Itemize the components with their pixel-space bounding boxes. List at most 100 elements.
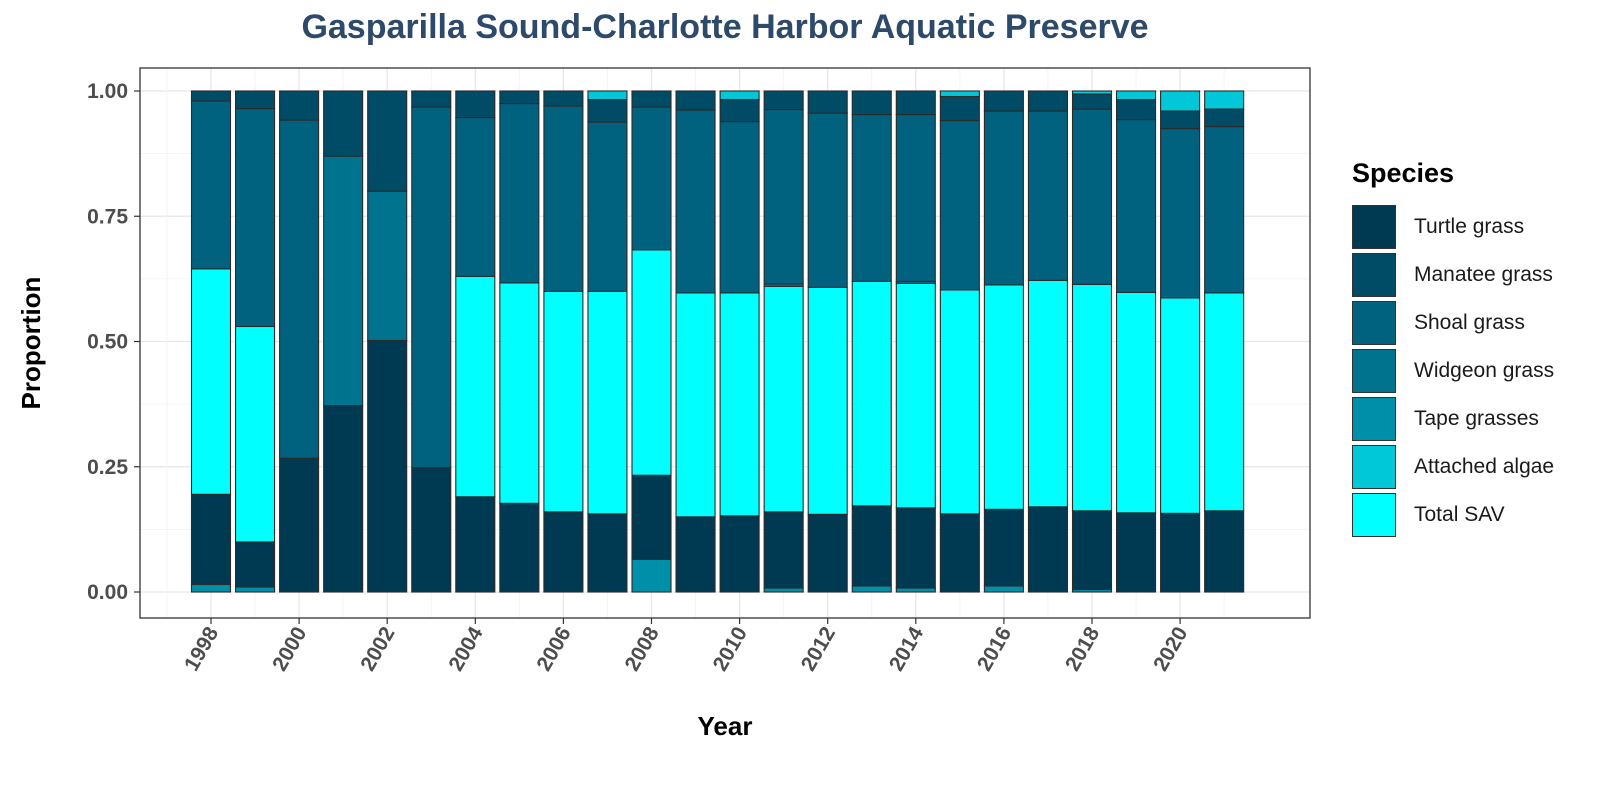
legend-key bbox=[1352, 397, 1396, 441]
legend-key bbox=[1352, 349, 1396, 393]
bar-segment-manatee-grass-2013 bbox=[851, 90, 892, 116]
x-tick-label: 2000 bbox=[268, 623, 311, 675]
bar-segment-shoal-grass-2012 bbox=[807, 112, 848, 288]
legend-item-tape-grasses: Tape grasses bbox=[1352, 395, 1554, 443]
bar-segment-total-sav-2021 bbox=[1204, 292, 1245, 512]
y-tick-label: 0.25 bbox=[87, 456, 128, 479]
legend-label: Turtle grass bbox=[1414, 215, 1525, 238]
x-tick-label: 2018 bbox=[1061, 623, 1104, 675]
bar-segment-shoal-grass-2019 bbox=[1116, 119, 1157, 293]
bar-segment-attached-algae-2015 bbox=[939, 90, 980, 98]
bar-segment-total-sav-2020 bbox=[1160, 297, 1201, 514]
plot-border bbox=[139, 67, 1311, 619]
bar-segment-manatee-grass-2018 bbox=[1071, 93, 1113, 110]
x-tick-label: 2020 bbox=[1149, 623, 1192, 675]
bar-segment-manatee-grass-2008 bbox=[631, 90, 672, 108]
legend-item-widgeon-grass: Widgeon grass bbox=[1352, 347, 1554, 395]
bar-segment-manatee-grass-2002 bbox=[367, 90, 408, 192]
legend-label: Widgeon grass bbox=[1414, 359, 1555, 382]
bar-segment-turtle-grass-2005 bbox=[499, 502, 540, 593]
bar-segment-tape-grasses-2011 bbox=[763, 587, 804, 593]
bar-segment-manatee-grass-2003 bbox=[411, 90, 452, 108]
bar-segment-manatee-grass-2005 bbox=[499, 90, 540, 105]
legend-label: Total SAV bbox=[1414, 503, 1505, 526]
bar-segment-shoal-grass-1998 bbox=[190, 100, 232, 270]
bar-segment-shoal-grass-2014 bbox=[895, 113, 936, 282]
bar-segment-turtle-grass-2021 bbox=[1204, 510, 1245, 593]
bar-segment-attached-algae-2019 bbox=[1116, 90, 1157, 101]
bar-segment-turtle-grass-2017 bbox=[1027, 506, 1068, 593]
bar-segment-tape-grasses-1999 bbox=[235, 586, 276, 593]
bar-segment-tape-grasses-2016 bbox=[983, 585, 1024, 593]
bar-segment-shoal-grass-2021 bbox=[1204, 126, 1245, 294]
bar-segment-total-sav-2009 bbox=[675, 292, 716, 518]
x-tick-label: 2006 bbox=[532, 623, 575, 675]
bar-segment-turtle-grass-2003 bbox=[411, 467, 452, 593]
bar-segment-tape-grasses-2014 bbox=[895, 587, 936, 593]
legend-item-total-sav: Total SAV bbox=[1352, 491, 1554, 539]
y-axis-title: Proportion bbox=[16, 277, 46, 410]
legend-key bbox=[1352, 205, 1396, 249]
bar-segment-manatee-grass-2012 bbox=[807, 90, 848, 114]
x-tick-label: 2002 bbox=[356, 623, 399, 675]
bar-segment-turtle-grass-2014 bbox=[895, 507, 936, 589]
bar-segment-tape-grasses-2013 bbox=[851, 585, 892, 593]
bar-segment-total-sav-2019 bbox=[1116, 291, 1157, 514]
legend-key bbox=[1352, 253, 1396, 297]
bar-segment-turtle-grass-2010 bbox=[719, 515, 760, 593]
bar-segment-widgeon-grass-2002 bbox=[367, 190, 408, 342]
legend-item-turtle-grass: Turtle grass bbox=[1352, 203, 1554, 251]
bar-segment-manatee-grass-2015 bbox=[939, 95, 980, 122]
x-tick-label: 2016 bbox=[973, 623, 1016, 675]
bar-segment-turtle-grass-2012 bbox=[807, 513, 848, 593]
chart-title: Gasparilla Sound-Charlotte Harbor Aquati… bbox=[301, 8, 1149, 46]
x-tick-label: 2014 bbox=[885, 623, 928, 675]
bar-segment-manatee-grass-2001 bbox=[323, 90, 364, 157]
legend-item-attached-algae: Attached algae bbox=[1352, 443, 1554, 491]
bars bbox=[190, 90, 1245, 593]
bar-segment-total-sav-2004 bbox=[455, 275, 496, 498]
legend-item-shoal-grass: Shoal grass bbox=[1352, 299, 1554, 347]
x-tick-label: 2012 bbox=[797, 623, 840, 675]
bar-segment-turtle-grass-2004 bbox=[455, 496, 496, 593]
bar-segment-tape-grasses-1998 bbox=[190, 583, 232, 593]
bar-segment-turtle-grass-1998 bbox=[190, 493, 232, 586]
bar-segment-turtle-grass-2009 bbox=[675, 516, 716, 593]
legend-key bbox=[1352, 301, 1396, 345]
bar-segment-manatee-grass-2004 bbox=[455, 90, 496, 119]
y-tick-label: 0.75 bbox=[87, 205, 128, 228]
bar-segment-shoal-grass-2004 bbox=[455, 117, 496, 277]
bar-segment-shoal-grass-2005 bbox=[499, 102, 540, 284]
bar-segment-turtle-grass-2006 bbox=[543, 511, 584, 593]
bar-segment-manatee-grass-1999 bbox=[235, 90, 276, 110]
bar-segment-turtle-grass-2011 bbox=[763, 511, 804, 589]
bar-segment-manatee-grass-2016 bbox=[983, 90, 1024, 112]
bar-segment-shoal-grass-2013 bbox=[851, 113, 892, 282]
bar-segment-turtle-grass-2020 bbox=[1160, 512, 1201, 593]
bar-segment-total-sav-2011 bbox=[763, 285, 804, 513]
x-tick-label: 2008 bbox=[621, 623, 664, 675]
x-axis-title: Year bbox=[698, 711, 753, 741]
legend-key bbox=[1352, 445, 1396, 489]
bar-segment-shoal-grass-2007 bbox=[587, 121, 628, 292]
bar-segment-turtle-grass-2018 bbox=[1071, 510, 1113, 591]
bar-segment-turtle-grass-1999 bbox=[235, 541, 276, 588]
legend-items: Turtle grass Manatee grass Shoal grass Widg… bbox=[1352, 203, 1554, 539]
bar-segment-total-sav-2008 bbox=[631, 249, 672, 476]
legend: Species Turtle grass Manatee grass Shoal g… bbox=[1352, 158, 1554, 539]
legend-label: Shoal grass bbox=[1414, 311, 1525, 334]
bar-segment-shoal-grass-2018 bbox=[1071, 108, 1113, 285]
bar-segment-shoal-grass-2006 bbox=[543, 105, 584, 292]
bar-segment-total-sav-2007 bbox=[587, 290, 628, 515]
bar-segment-manatee-grass-2021 bbox=[1204, 108, 1245, 128]
bar-segment-total-sav-2014 bbox=[895, 282, 936, 509]
bar-segment-turtle-grass-2002 bbox=[367, 339, 408, 593]
y-tick-label: 0.50 bbox=[87, 331, 128, 354]
bar-segment-total-sav-2006 bbox=[543, 290, 584, 513]
bar-segment-shoal-grass-2010 bbox=[719, 121, 760, 294]
bar-segment-attached-algae-2020 bbox=[1160, 90, 1201, 112]
bar-segment-shoal-grass-2020 bbox=[1160, 128, 1201, 299]
legend-key bbox=[1352, 493, 1396, 537]
bar-segment-manatee-grass-2010 bbox=[719, 98, 760, 123]
